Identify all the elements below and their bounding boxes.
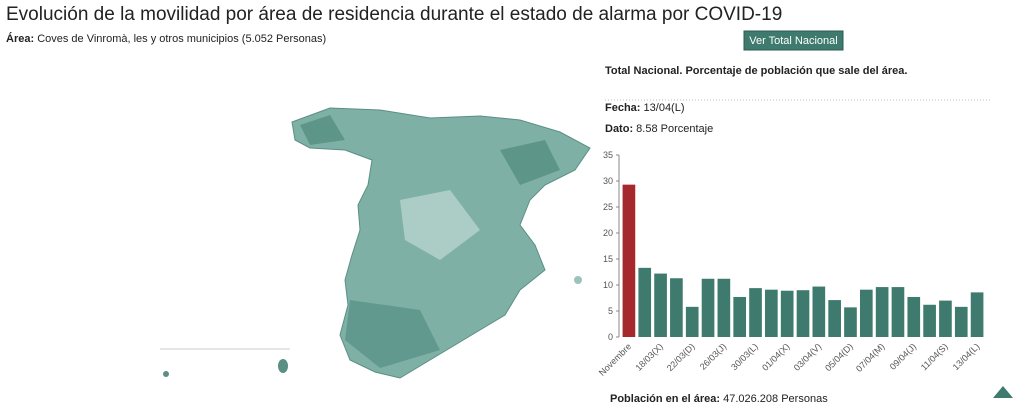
map-region	[400, 190, 480, 260]
area-value: Coves de Vinromà, les y otros municipios…	[37, 33, 326, 45]
bar	[970, 292, 984, 337]
bar	[796, 290, 810, 337]
x-tick-label: 26/03(J)	[698, 341, 728, 371]
bar	[685, 306, 699, 337]
title: Evolución de la movilidad por área de re…	[6, 4, 782, 25]
panel-title: Total Nacional. Porcentaje de población …	[605, 65, 907, 77]
bar	[954, 306, 968, 337]
bar	[939, 300, 952, 337]
dato-value: 8.58 Porcentaje	[636, 123, 713, 135]
x-tick-label: 11/04(S)	[919, 341, 950, 372]
bar	[875, 287, 889, 337]
y-tick-label: 35	[603, 150, 613, 160]
x-tick-label: 18/03(X)	[633, 341, 664, 372]
x-tick-label: 13/04(L)	[951, 341, 982, 372]
scroll-top[interactable]	[993, 386, 1013, 398]
bar	[654, 273, 667, 337]
bar	[701, 278, 715, 337]
y-tick-label: 25	[603, 202, 613, 212]
poblacion-label: Población en el área:	[610, 393, 720, 405]
bar	[923, 304, 936, 337]
map-islands	[574, 276, 582, 284]
dato-label: Dato:	[605, 123, 633, 135]
bar	[828, 300, 841, 337]
map-canary	[163, 371, 169, 377]
x-tick-label: 07/04(M)	[854, 341, 887, 374]
bar	[780, 290, 794, 337]
fecha-value: 13/04(L)	[644, 102, 685, 114]
bar	[638, 267, 652, 337]
x-tick-label: 01/04(X)	[760, 341, 791, 372]
bar	[749, 288, 762, 337]
area-label: Área:	[6, 32, 34, 45]
bar	[859, 289, 873, 337]
y-tick-label: 0	[608, 332, 613, 342]
bar	[622, 184, 636, 337]
bar	[812, 286, 826, 337]
y-tick-label: 5	[608, 306, 613, 316]
x-tick-label: 30/03(L)	[729, 341, 760, 372]
y-tick-label: 10	[603, 280, 613, 290]
dato: Dato: 8.58 Porcentaje	[605, 123, 713, 135]
poblacion: Población en el área: 47.026.208 Persona…	[610, 393, 828, 405]
map-region	[500, 140, 560, 185]
button-label[interactable]: Ver Total Nacional	[749, 35, 837, 47]
x-tick-label: 09/04(J)	[888, 341, 918, 371]
bar	[733, 296, 747, 337]
y-tick-label: 30	[603, 176, 613, 186]
bar	[765, 289, 778, 337]
map	[160, 107, 591, 379]
x-tick-label: 22/03(D)	[665, 341, 697, 373]
fecha: Fecha: 13/04(L)	[605, 102, 685, 114]
y-tick-label: 20	[603, 228, 613, 238]
bar	[670, 278, 683, 337]
x-tick-label: 03/04(V)	[792, 341, 823, 372]
button[interactable]: Ver Total Nacional	[743, 30, 844, 51]
fecha-label: Fecha:	[605, 102, 640, 114]
map-region	[300, 115, 345, 145]
poblacion-value: 47.026.208 Personas	[723, 393, 828, 405]
map-region	[345, 300, 440, 368]
bar	[907, 296, 921, 337]
x-tick-label: 05/04(D)	[823, 341, 855, 373]
bar	[717, 278, 731, 337]
area-line: Área: Coves de Vinromà, les y otros muni…	[6, 32, 326, 45]
y-tick-label: 15	[603, 254, 613, 264]
button-bg[interactable]	[743, 30, 844, 51]
bar	[844, 307, 857, 337]
bar	[891, 287, 905, 337]
map-canary	[278, 359, 288, 373]
x-tick-label: Novembre	[597, 341, 633, 377]
